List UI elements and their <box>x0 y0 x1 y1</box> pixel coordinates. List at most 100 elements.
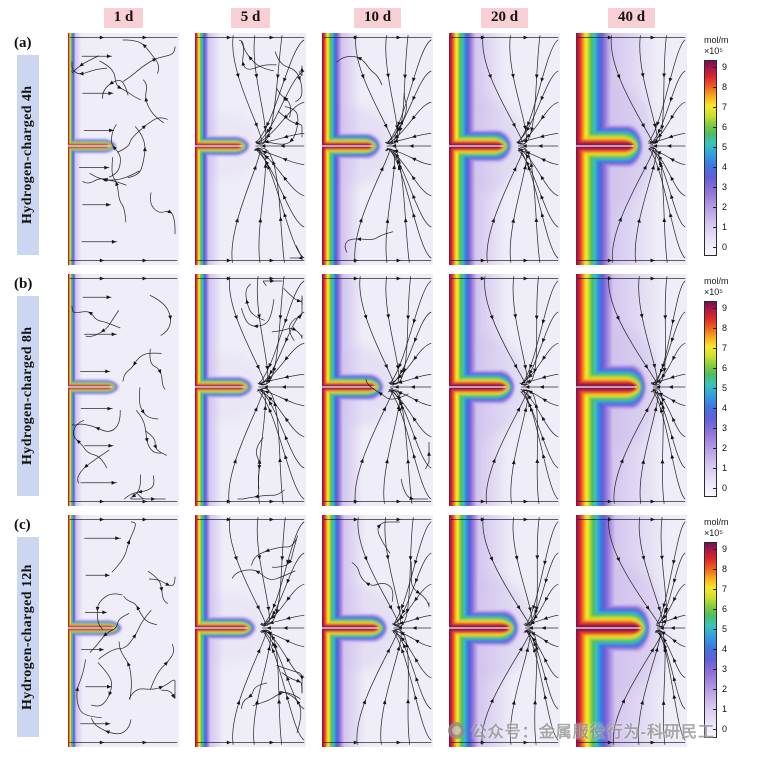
colorbar-unit-label: mol/m <box>704 276 729 286</box>
colorbar-scale-label: ×10⁵ <box>704 286 723 297</box>
row-label-cell-c: (c) Hydrogen-charged 12h <box>4 515 52 747</box>
colorbar-gradient: 9 8 7 6 5 4 3 2 1 0 <box>703 300 759 497</box>
panel-a-5d <box>195 33 306 265</box>
streamlines <box>450 35 559 263</box>
colorbar-tick-label: 3 <box>722 664 728 675</box>
panels-row-a <box>68 33 687 265</box>
figure-row-a: (a) Hydrogen-charged 4h mol/m ×10⁵ 9 8 7 6 5 4 3… <box>4 33 775 265</box>
panel-c-1d <box>68 515 179 747</box>
concentration-field-plot <box>322 515 433 747</box>
flow-arrows <box>226 35 304 263</box>
column-header-label: 1 d <box>103 8 144 28</box>
concentration-field-plot <box>322 33 433 265</box>
colorbar-tick-mark <box>713 147 717 149</box>
flow-arrows <box>353 35 417 263</box>
concentration-field-plot <box>576 274 687 506</box>
colorbar-tick-mark <box>713 729 717 731</box>
colorbar-tick-label: 7 <box>722 343 728 354</box>
streamlines <box>196 276 305 504</box>
colorbar-a: mol/m ×10⁵ 9 8 7 6 5 4 3 2 1 0 <box>703 33 761 256</box>
row-label-cell-a: (a) Hydrogen-charged 4h <box>4 33 52 265</box>
panel-b-20d <box>449 274 560 506</box>
colorbar-tick-label: 6 <box>722 363 728 374</box>
column-header-10d: 10 d <box>322 8 433 28</box>
colorbar-tick-label: 5 <box>722 624 728 635</box>
concentration-field-plot <box>449 515 560 747</box>
colorbar-tick-label: 5 <box>722 142 728 153</box>
column-header-label: 20 d <box>480 8 529 28</box>
colorbar-tick-mark <box>713 569 717 571</box>
column-header-label: 40 d <box>607 8 656 28</box>
panel-c-5d <box>195 515 306 747</box>
colorbar-tick-mark <box>713 408 717 410</box>
colorbar-tick-mark <box>713 127 717 129</box>
panel-tag-a: (a) <box>14 35 32 51</box>
watermark-logo-icon <box>447 721 465 739</box>
flow-arrows <box>607 35 675 263</box>
colorbar-tick-label: 0 <box>722 724 728 735</box>
streamlines <box>577 276 686 504</box>
colorbar-tick-label: 8 <box>722 82 728 93</box>
panel-c-40d <box>576 515 687 747</box>
colorbar-gradient: 9 8 7 6 5 4 3 2 1 0 <box>703 541 759 738</box>
colorbar-unit-label: mol/m <box>704 517 729 527</box>
panel-a-10d <box>322 33 433 265</box>
colorbar-tick-label: 3 <box>722 423 728 434</box>
concentration-field-plot <box>68 515 179 747</box>
colorbar-gradient: 9 8 7 6 5 4 3 2 1 0 <box>703 59 759 256</box>
colorbar-tick-label: 1 <box>722 704 728 715</box>
colorbar-tick-label: 2 <box>722 443 728 454</box>
flow-arrows <box>480 517 549 745</box>
row-label-12h: Hydrogen-charged 12h <box>17 537 39 737</box>
colorbar-tick-label: 4 <box>722 403 728 414</box>
colorbar-tick-label: 7 <box>722 584 728 595</box>
colorbar-tick-mark <box>713 649 717 651</box>
panel-c-10d <box>322 515 433 747</box>
streamlines <box>450 276 559 504</box>
colorbar-tick-label: 1 <box>722 222 728 233</box>
flow-arrows <box>79 35 173 263</box>
colorbar-tick-mark <box>713 609 717 611</box>
row-label-8h: Hydrogen-charged 8h <box>17 296 39 496</box>
colorbar-tick-mark <box>713 328 717 330</box>
colorbar-tick-mark <box>713 107 717 109</box>
colorbar-tick-mark <box>713 67 717 69</box>
flow-arrows <box>480 276 547 504</box>
colorbar-tick-label: 1 <box>722 463 728 474</box>
colorbar-tick-label: 5 <box>722 383 728 394</box>
colorbar-tick-label: 9 <box>722 62 728 73</box>
watermark: 公众号：金属服役行为-科研民工 <box>447 718 715 742</box>
colorbar-tick-mark <box>713 549 717 551</box>
watermark-text: 公众号：金属服役行为-科研民工 <box>470 724 715 741</box>
colorbar-scale-label: ×10⁵ <box>704 527 723 538</box>
colorbar-tick-label: 4 <box>722 644 728 655</box>
flow-arrows <box>76 276 173 504</box>
crack-tongue <box>449 609 520 647</box>
colorbar-tick-label: 6 <box>722 604 728 615</box>
streamlines <box>577 35 686 263</box>
panel-b-40d <box>576 274 687 506</box>
colorbar-tick-mark <box>713 87 717 89</box>
colorbar-tick-label: 7 <box>722 102 728 113</box>
colorbar-tick-mark <box>713 207 717 209</box>
panel-tag-c: (c) <box>14 517 31 533</box>
concentration-field-plot <box>576 33 687 265</box>
concentration-field-plot <box>195 274 306 506</box>
colorbar-tick-mark <box>713 669 717 671</box>
panels-row-b <box>68 274 687 506</box>
column-header-1d: 1 d <box>68 8 179 28</box>
colorbar-unit-label: mol/m <box>704 35 729 45</box>
colorbar-tick-mark <box>713 348 717 350</box>
row-label-cell-b: (b) Hydrogen-charged 8h <box>4 274 52 506</box>
column-header-label: 5 d <box>230 8 271 28</box>
colorbar-tick-label: 3 <box>722 182 728 193</box>
colorbar-tick-mark <box>713 247 717 249</box>
flow-arrows <box>75 517 175 745</box>
column-header-label: 10 d <box>353 8 402 28</box>
panel-b-1d <box>68 274 179 506</box>
colorbar-tick-mark <box>713 187 717 189</box>
concentration-field-plot <box>449 33 560 265</box>
column-header-20d: 20 d <box>449 8 560 28</box>
concentration-field-plot <box>68 274 179 506</box>
